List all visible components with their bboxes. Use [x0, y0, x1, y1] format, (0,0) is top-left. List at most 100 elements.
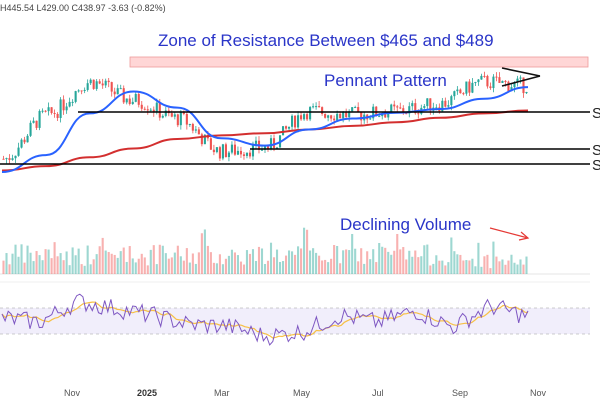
rsi-signal-line	[1, 301, 529, 339]
volume-bar	[272, 257, 276, 274]
candle-body	[447, 105, 450, 107]
candle-body	[41, 110, 44, 112]
candle-body	[95, 81, 98, 89]
pennant-annotation: Pennant Pattern	[324, 71, 447, 90]
volume-bar	[435, 255, 438, 274]
candle-body	[242, 154, 246, 156]
candle-body	[309, 107, 312, 120]
volume-bar	[321, 260, 324, 274]
volume-bar	[227, 255, 230, 274]
volume-bar	[378, 242, 381, 274]
candle-body	[405, 113, 408, 115]
volume-bar	[468, 260, 471, 274]
volume-bar	[351, 233, 354, 274]
candle-body	[152, 109, 155, 113]
candle-body	[390, 104, 393, 113]
volume-bar	[345, 249, 348, 274]
volume-bar	[89, 264, 92, 274]
candle-body	[333, 118, 336, 121]
candle-body	[444, 100, 447, 107]
volume-bar	[47, 249, 50, 274]
candle-body	[20, 139, 23, 148]
volume-bar	[131, 258, 134, 274]
candle-body	[185, 113, 188, 125]
volume-bar	[444, 265, 447, 274]
volume-bar	[185, 248, 188, 274]
volume-bar	[35, 251, 38, 274]
volume-bar	[14, 244, 17, 274]
volume-bar	[38, 255, 41, 274]
volume-bar	[357, 261, 360, 274]
volume-bar	[179, 256, 182, 274]
candle-body	[200, 134, 203, 145]
candle-body	[411, 103, 414, 107]
ohlc-readout: H445.54 L429.00 C438.97 -3.63 (-0.82%)	[0, 3, 166, 13]
candle-body	[29, 122, 32, 136]
volume-bar	[522, 264, 525, 274]
candle-body	[107, 80, 110, 83]
volume-bar	[438, 260, 441, 274]
candle-body	[318, 106, 321, 108]
candle-body	[324, 114, 327, 118]
candle-body	[315, 106, 318, 108]
candle-body	[89, 79, 92, 84]
candle-body	[131, 101, 134, 104]
candle-body	[513, 82, 516, 88]
candle-body	[215, 147, 218, 153]
volume-bar	[71, 247, 74, 274]
candle-body	[525, 91, 528, 94]
volume-bar	[441, 260, 444, 274]
volume-bar	[429, 265, 432, 274]
volume-bar	[492, 241, 495, 274]
candle-body	[176, 114, 179, 126]
x-tick-label: Nov	[530, 388, 547, 398]
candle-body	[417, 113, 420, 115]
candle-body	[98, 81, 101, 84]
volume-bar	[206, 245, 209, 274]
moving-average-200-line	[1, 109, 529, 172]
volume-bar	[318, 255, 321, 274]
candle-body	[74, 91, 77, 102]
volume-bar	[245, 250, 249, 274]
volume-bar	[197, 252, 200, 274]
candle-body	[345, 111, 348, 118]
volume-bar	[387, 251, 390, 274]
rsi-line	[1, 293, 529, 346]
candle-body	[294, 115, 297, 128]
candle-body	[429, 98, 432, 111]
candle-body	[32, 120, 35, 123]
candle-body	[263, 146, 267, 150]
volume-bar	[134, 262, 137, 274]
x-tick-label: Jul	[372, 388, 384, 398]
candle-body	[303, 114, 306, 120]
candle-body	[516, 78, 519, 83]
candle-body	[212, 149, 215, 153]
volume-bar	[176, 245, 179, 274]
volume-bar	[459, 254, 462, 274]
volume-bar	[122, 247, 125, 274]
volume-bar	[95, 254, 98, 274]
volume-bar	[29, 252, 32, 274]
candle-body	[495, 76, 498, 78]
candle-body	[164, 110, 167, 116]
candle-body	[378, 116, 381, 118]
volume-bar	[161, 245, 164, 274]
declining-volume-arrow	[489, 227, 529, 239]
x-tick-label: May	[293, 388, 311, 398]
candle-body	[2, 158, 5, 160]
candle-body	[275, 147, 279, 149]
candle-body	[209, 138, 212, 150]
candle-body	[369, 118, 372, 120]
volume-bar	[411, 256, 414, 274]
candle-body	[158, 102, 161, 118]
candle-body	[266, 146, 270, 150]
candle-body	[330, 115, 333, 119]
candle-body	[468, 81, 471, 93]
x-tick-label: Mar	[214, 388, 230, 398]
candle-body	[300, 115, 303, 120]
candle-body	[459, 89, 462, 94]
volume-bar	[80, 264, 83, 274]
volume-bar	[83, 265, 86, 274]
volume-bar	[101, 237, 104, 274]
